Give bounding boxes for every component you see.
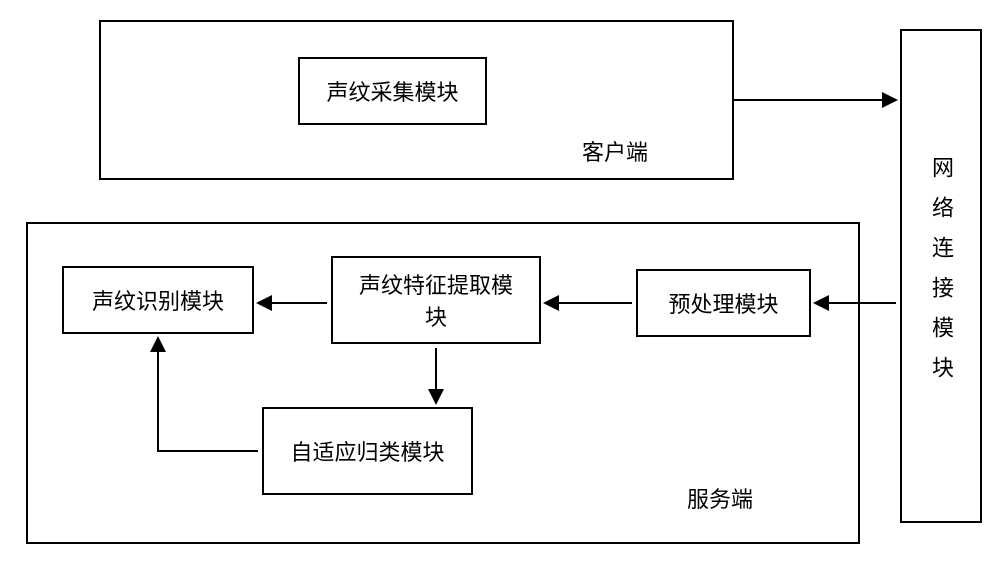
node-recognize: 声纹识别模块	[62, 266, 254, 334]
node-adaptive-text: 自适应归类模块	[290, 435, 444, 467]
node-collect: 声纹采集模块	[298, 57, 487, 125]
server-label: 服务端	[687, 482, 753, 514]
node-preproc-text: 预处理模块	[668, 287, 778, 319]
node-network: 网络连接模块	[900, 29, 982, 523]
node-feature: 声纹特征提取模块	[331, 256, 541, 344]
node-preproc: 预处理模块	[636, 269, 811, 337]
node-network-text: 网络连接模块	[925, 156, 957, 396]
node-feature-text: 声纹特征提取模块	[353, 268, 519, 332]
node-collect-text: 声纹采集模块	[326, 75, 458, 107]
node-adaptive: 自适应归类模块	[262, 407, 473, 495]
client-label: 客户端	[582, 135, 648, 167]
node-recognize-text: 声纹识别模块	[92, 284, 224, 316]
